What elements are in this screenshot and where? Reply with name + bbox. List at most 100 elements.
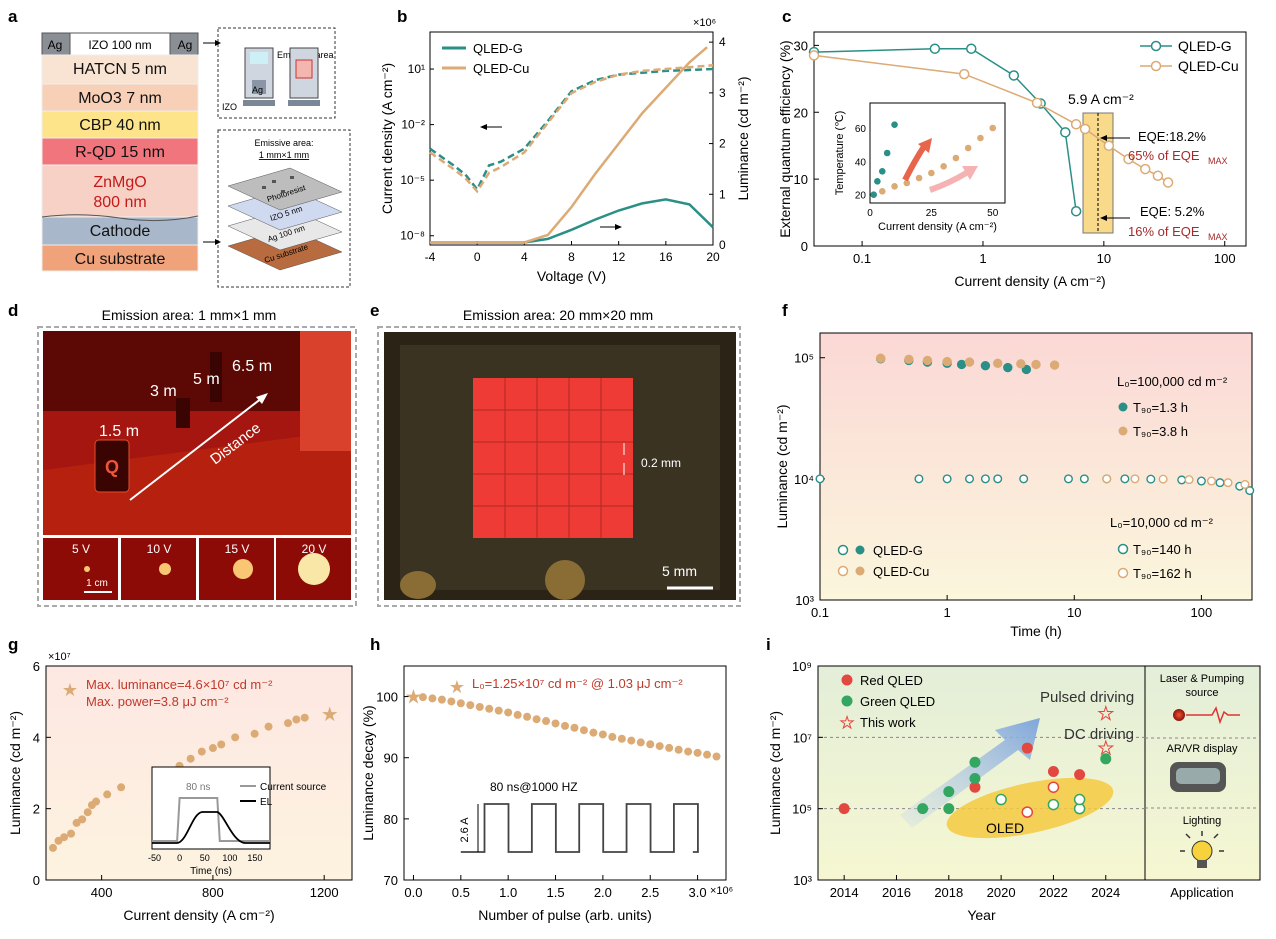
c-inset-point-1 xyxy=(915,174,923,182)
b-ytick-right: 2 xyxy=(719,137,726,151)
f-point-0 xyxy=(1003,362,1013,373)
c-point-1 xyxy=(1079,123,1091,135)
h-xtick-label: 1.0 xyxy=(499,885,517,900)
c-ann-current: 5.9 A cm⁻² xyxy=(1068,91,1134,107)
i-xtick-label: 2022 xyxy=(1039,885,1068,900)
c-inset-xtick: 50 xyxy=(987,208,999,219)
f-point-3 xyxy=(1130,474,1140,484)
f-point-3 xyxy=(1206,476,1216,486)
b-xtick-label: 16 xyxy=(659,250,673,264)
f-point-1 xyxy=(875,353,886,363)
c-inset-arrowhead-red xyxy=(918,138,932,153)
layer-2 xyxy=(41,110,199,139)
f-ytick-label: 10⁴ xyxy=(794,472,814,487)
i-green-qled xyxy=(1100,753,1112,765)
c-point-0 xyxy=(1070,205,1082,217)
c-legend-1: QLED-Cu xyxy=(1178,58,1239,74)
h-point xyxy=(418,693,427,702)
c-xlabel: Current density (A cm⁻²) xyxy=(954,273,1105,289)
layer-1 xyxy=(41,83,199,112)
thumb-spot-0 xyxy=(84,566,90,572)
i-ytick-label: 10⁹ xyxy=(792,659,812,674)
f-point-2 xyxy=(942,474,952,484)
c-inset-point-1 xyxy=(977,134,984,142)
i-app-arvr: AR/VR display xyxy=(1167,743,1238,755)
g-point xyxy=(231,733,240,742)
layer-5 xyxy=(41,216,199,246)
plot-frame-f xyxy=(819,332,1253,601)
c-max-sub-2: MAX xyxy=(1208,232,1228,242)
h-xtick-label: 2.5 xyxy=(641,885,659,900)
layer-label-5: Cathode xyxy=(90,223,151,240)
izo-label: IZO xyxy=(222,102,237,112)
f-xtick-label: 100 xyxy=(1191,605,1213,620)
h-pulse-train xyxy=(460,803,699,853)
c-legend-marker-0 xyxy=(1150,40,1162,52)
i-ytick-label: 10³ xyxy=(793,873,812,888)
thumb-voltage-2: 15 V xyxy=(225,542,250,556)
i-app-lighting: Lighting xyxy=(1183,815,1222,827)
i-red-qled xyxy=(1047,766,1059,778)
vr-lens-icon xyxy=(1176,768,1220,784)
h-point xyxy=(684,747,693,756)
panel-e: e Emission area: 20 mm×20 mm 0.2 mm 5 mm xyxy=(370,301,741,607)
f-point-3 xyxy=(1158,474,1168,484)
c-inset-xlabel: Current density (A cm⁻²) xyxy=(878,221,997,233)
b-ytick-left: 10⁻⁵ xyxy=(400,173,425,187)
c-inset-ytick: 60 xyxy=(855,124,867,135)
g-inset-el xyxy=(152,811,270,844)
g-inset-xtick: 0 xyxy=(177,853,182,863)
h-point xyxy=(646,740,655,749)
h-point xyxy=(579,726,588,735)
panel-f: f 0.1 1 10 100 10⁵ 10⁴ 10³ Time (h) Luminance (c… xyxy=(774,301,1255,639)
g-inset-xtick: -50 xyxy=(148,853,161,863)
c-inset-ytick: 40 xyxy=(855,157,867,168)
g-point xyxy=(92,797,101,806)
i-legend-star: ★ xyxy=(840,715,854,732)
i-ytick-label: 10⁷ xyxy=(793,730,812,745)
layer-label-1: MoO3 7 nm xyxy=(78,90,162,107)
h-ytick-label: 70 xyxy=(384,873,398,888)
layer-6 xyxy=(41,244,199,272)
f-point-2 xyxy=(1215,478,1225,488)
f-t90-g-high: T₉₀=1.3 h xyxy=(1133,400,1188,415)
layer-label-0: HATCN 5 nm xyxy=(73,61,167,78)
g-point xyxy=(264,722,273,731)
thumb-voltage-0: 5 V xyxy=(72,542,90,556)
g-xtick-label: 800 xyxy=(202,885,224,900)
device-stack: Ag IZO 100 nm Ag HATCN 5 nm MoO3 7 nm CBP 40 … xyxy=(41,32,199,272)
g-ytick-label: 0 xyxy=(33,873,40,888)
g-ann1: Max. luminance=4.6×10⁷ cd m⁻² xyxy=(86,677,273,692)
h-point xyxy=(447,697,456,706)
h-point xyxy=(703,750,712,759)
i-oled-point xyxy=(1073,793,1086,806)
h-point xyxy=(466,701,475,710)
g-inset-xtick: 150 xyxy=(247,853,262,863)
f-point-2 xyxy=(965,474,975,484)
f-point-3 xyxy=(1184,475,1194,485)
g-point xyxy=(67,829,76,838)
c-inset-xtick: 0 xyxy=(867,208,873,219)
c-point-1 xyxy=(1152,170,1164,182)
iso-pixel-0 xyxy=(272,180,276,183)
g-point xyxy=(284,719,293,728)
iso-pixel-2 xyxy=(262,186,266,189)
h-xtick-label: 0.5 xyxy=(452,885,470,900)
f-point-1 xyxy=(904,354,914,365)
bulb-ray-icon xyxy=(1185,833,1191,839)
h-point xyxy=(513,710,522,719)
c-ann-eqe2: EQE: 5.2% xyxy=(1140,204,1205,219)
b-xtick-label: 8 xyxy=(568,250,575,264)
g-ann-star: ★ xyxy=(62,680,78,700)
c-inset-point-0 xyxy=(878,168,886,175)
g-ann2: Max. power=3.8 μJ cm⁻² xyxy=(86,694,229,709)
f-marker-g-low xyxy=(1117,543,1129,555)
h-amp: 2.6 A xyxy=(459,817,471,843)
c-legend-0: QLED-G xyxy=(1178,38,1232,54)
c-point-1 xyxy=(1139,163,1151,175)
f-point-3 xyxy=(1223,478,1233,488)
i-legend-0: Red QLED xyxy=(860,673,923,688)
